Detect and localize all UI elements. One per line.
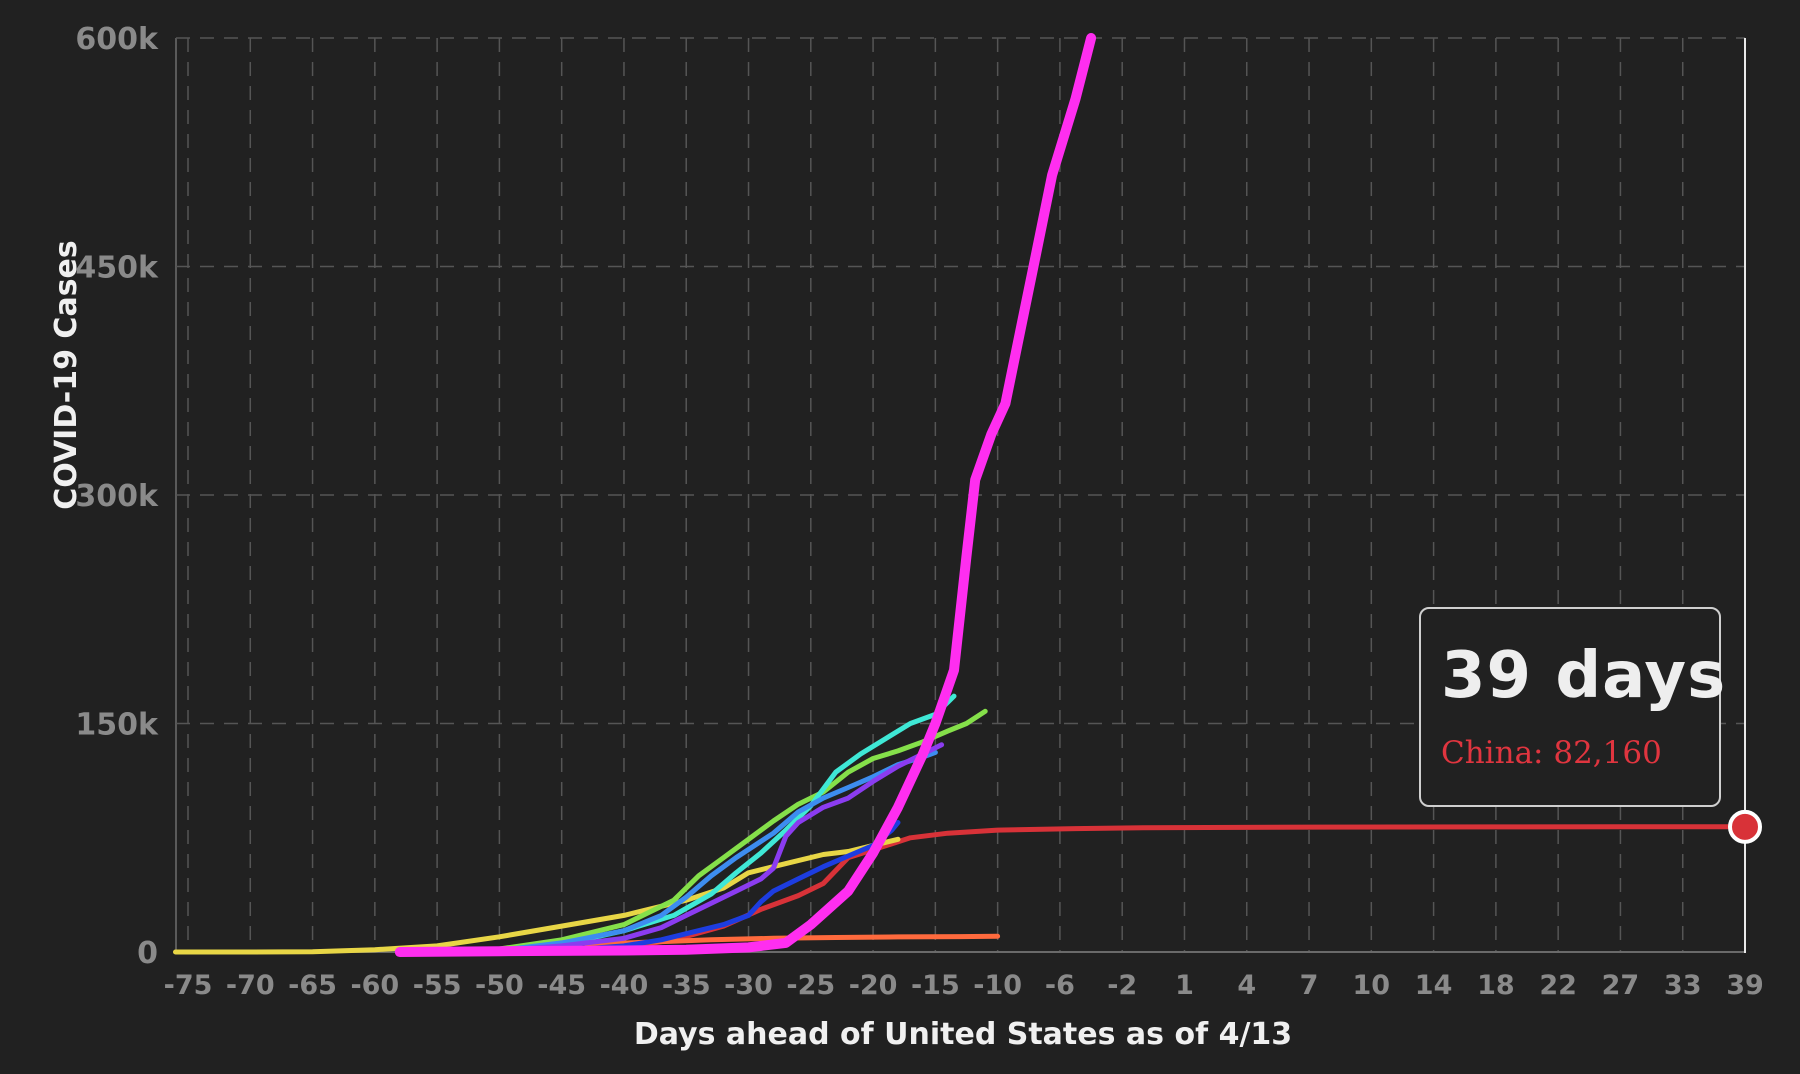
x-tick-label: -35 xyxy=(662,970,711,1001)
hover-tooltip: 39 days China: 82,160 xyxy=(1419,607,1725,807)
x-tick-label: 4 xyxy=(1237,970,1256,1001)
series-lines xyxy=(173,33,1748,957)
x-tick-label: -60 xyxy=(350,970,399,1001)
x-tick-label: 27 xyxy=(1602,970,1640,1001)
x-tick-label: 10 xyxy=(1353,970,1391,1001)
series-line xyxy=(434,708,988,955)
y-axis-title: COVID-19 Cases xyxy=(49,240,84,510)
x-tick-label: 18 xyxy=(1477,970,1515,1001)
x-tick-label: -45 xyxy=(537,970,586,1001)
x-tick-label: -10 xyxy=(973,970,1022,1001)
x-tick-label: -25 xyxy=(786,970,835,1001)
y-tick-label: 300k xyxy=(75,479,159,514)
series-line xyxy=(434,742,945,955)
series-line xyxy=(496,820,901,955)
x-tick-label: 1 xyxy=(1175,970,1194,1001)
tooltip-days: 39 days xyxy=(1441,639,1727,713)
x-tick-label: 7 xyxy=(1300,970,1319,1001)
x-tick-label: -65 xyxy=(288,970,337,1001)
x-tick-label: -40 xyxy=(600,970,649,1001)
x-tick-label: 14 xyxy=(1415,970,1453,1001)
x-tick-label: 39 xyxy=(1726,970,1764,1001)
series-line xyxy=(394,33,1097,957)
x-axis-title: Days ahead of United States as of 4/13 xyxy=(634,1017,1292,1052)
series-line xyxy=(434,749,938,955)
y-tick-labels: 0 150k 300k 450k 600k xyxy=(75,22,159,971)
x-tick-label: -15 xyxy=(911,970,960,1001)
series-line xyxy=(584,824,1748,955)
x-tick-label: -20 xyxy=(849,970,898,1001)
x-tick-label: 33 xyxy=(1664,970,1702,1001)
highlight-point[interactable] xyxy=(1728,809,1762,844)
y-tick-label: 600k xyxy=(75,22,159,57)
x-tick-label: 22 xyxy=(1539,970,1577,1001)
x-tick-label: -70 xyxy=(226,970,275,1001)
x-tick-label: -30 xyxy=(724,970,773,1001)
y-tick-label: 0 xyxy=(137,936,158,971)
x-tick-label: -75 xyxy=(164,970,213,1001)
x-tick-label: -6 xyxy=(1045,970,1075,1001)
tooltip-country-value: China: 82,160 xyxy=(1441,735,1662,771)
grid-lines xyxy=(175,37,1746,953)
y-tick-label: 450k xyxy=(75,251,159,286)
x-tick-labels: -75 -70 -65 -60 -55 -50 -45 -40 -35 -30 -25 -20 -15-… xyxy=(164,970,1764,1001)
x-tick-label: -55 xyxy=(413,970,462,1001)
x-tick-label: -50 xyxy=(475,970,524,1001)
y-tick-label: 150k xyxy=(75,708,159,743)
x-tick-label: -2 xyxy=(1107,970,1137,1001)
